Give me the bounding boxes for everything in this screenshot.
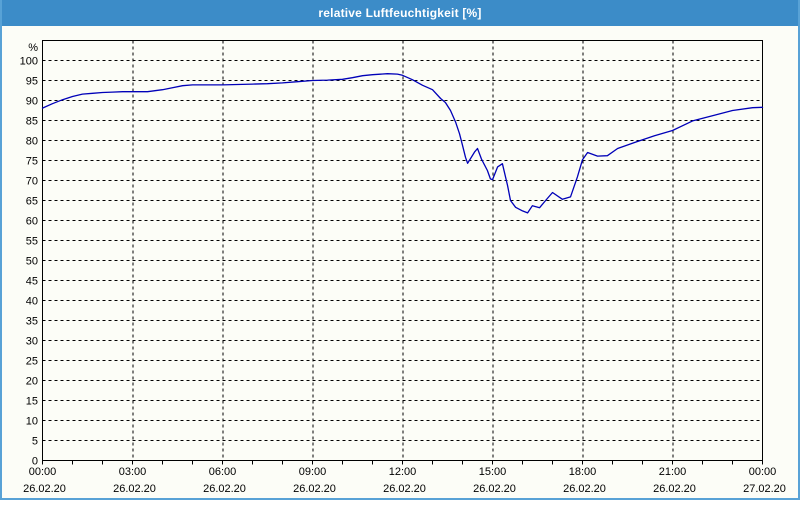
x-axis-date-label: 26.02.20	[563, 483, 606, 495]
y-axis-label: 30	[26, 336, 38, 348]
y-axis-label: 5	[32, 436, 38, 448]
chart-title: relative Luftfeuchtigkeit [%]	[318, 6, 482, 20]
x-axis-time-label: 09:00	[299, 466, 327, 478]
x-axis-time-label: 15:00	[479, 466, 507, 478]
y-axis-label: 60	[26, 216, 38, 228]
y-axis-label: 20	[26, 376, 38, 388]
x-axis-time-label: 00:00	[29, 466, 57, 478]
x-axis-time-label: 03:00	[119, 466, 147, 478]
humidity-line-chart: % 0 5 10 15 20 25 30 35 40 45 50 55 60 65 70 75 80 85 90 95 1…	[20, 40, 786, 495]
y-axis-label: 90	[26, 96, 38, 108]
x-axis-date-label: 26.02.20	[383, 483, 426, 495]
x-axis-time-label: 00:00	[749, 466, 777, 478]
y-axis-label: 10	[26, 416, 38, 428]
y-axis-label: 85	[26, 116, 38, 128]
x-axis-date-label: 26.02.20	[653, 483, 696, 495]
y-axis-label: 75	[26, 156, 38, 168]
y-axis-unit-label: %	[28, 42, 38, 54]
window-title-bar: relative Luftfeuchtigkeit [%]	[2, 0, 798, 26]
x-axis-date-label: 26.02.20	[293, 483, 336, 495]
y-axis-label: 65	[26, 196, 38, 208]
y-axis-label: 80	[26, 136, 38, 148]
y-axis-label: 55	[26, 236, 38, 248]
y-axis-label: 70	[26, 176, 38, 188]
x-axis-date-label: 26.02.20	[23, 483, 66, 495]
x-axis-date-label: 26.02.20	[473, 483, 516, 495]
x-axis-date-label: 26.02.20	[113, 483, 156, 495]
x-axis-time-label: 06:00	[209, 466, 237, 478]
y-axis-label: 95	[26, 76, 38, 88]
x-axis-time-label: 21:00	[659, 466, 687, 478]
x-axis-date-label: 26.02.20	[203, 483, 246, 495]
y-axis-label: 15	[26, 396, 38, 408]
x-axis-time-label: 12:00	[389, 466, 417, 478]
y-axis-label: 50	[26, 256, 38, 268]
x-axis-date-label: 27.02.20	[743, 483, 786, 495]
y-axis-label: 35	[26, 316, 38, 328]
y-axis-label: 100	[20, 56, 38, 68]
humidity-series-line	[41, 73, 764, 214]
y-axis-label: 0	[32, 456, 38, 468]
y-axis-label: 45	[26, 276, 38, 288]
x-axis-time-label: 18:00	[569, 466, 597, 478]
chart-area: % 0 5 10 15 20 25 30 35 40 45 50 55 60 65 70 75 80 85 90 95 1…	[2, 26, 798, 505]
y-axis-label: 25	[26, 356, 38, 368]
y-axis-label: 40	[26, 296, 38, 308]
